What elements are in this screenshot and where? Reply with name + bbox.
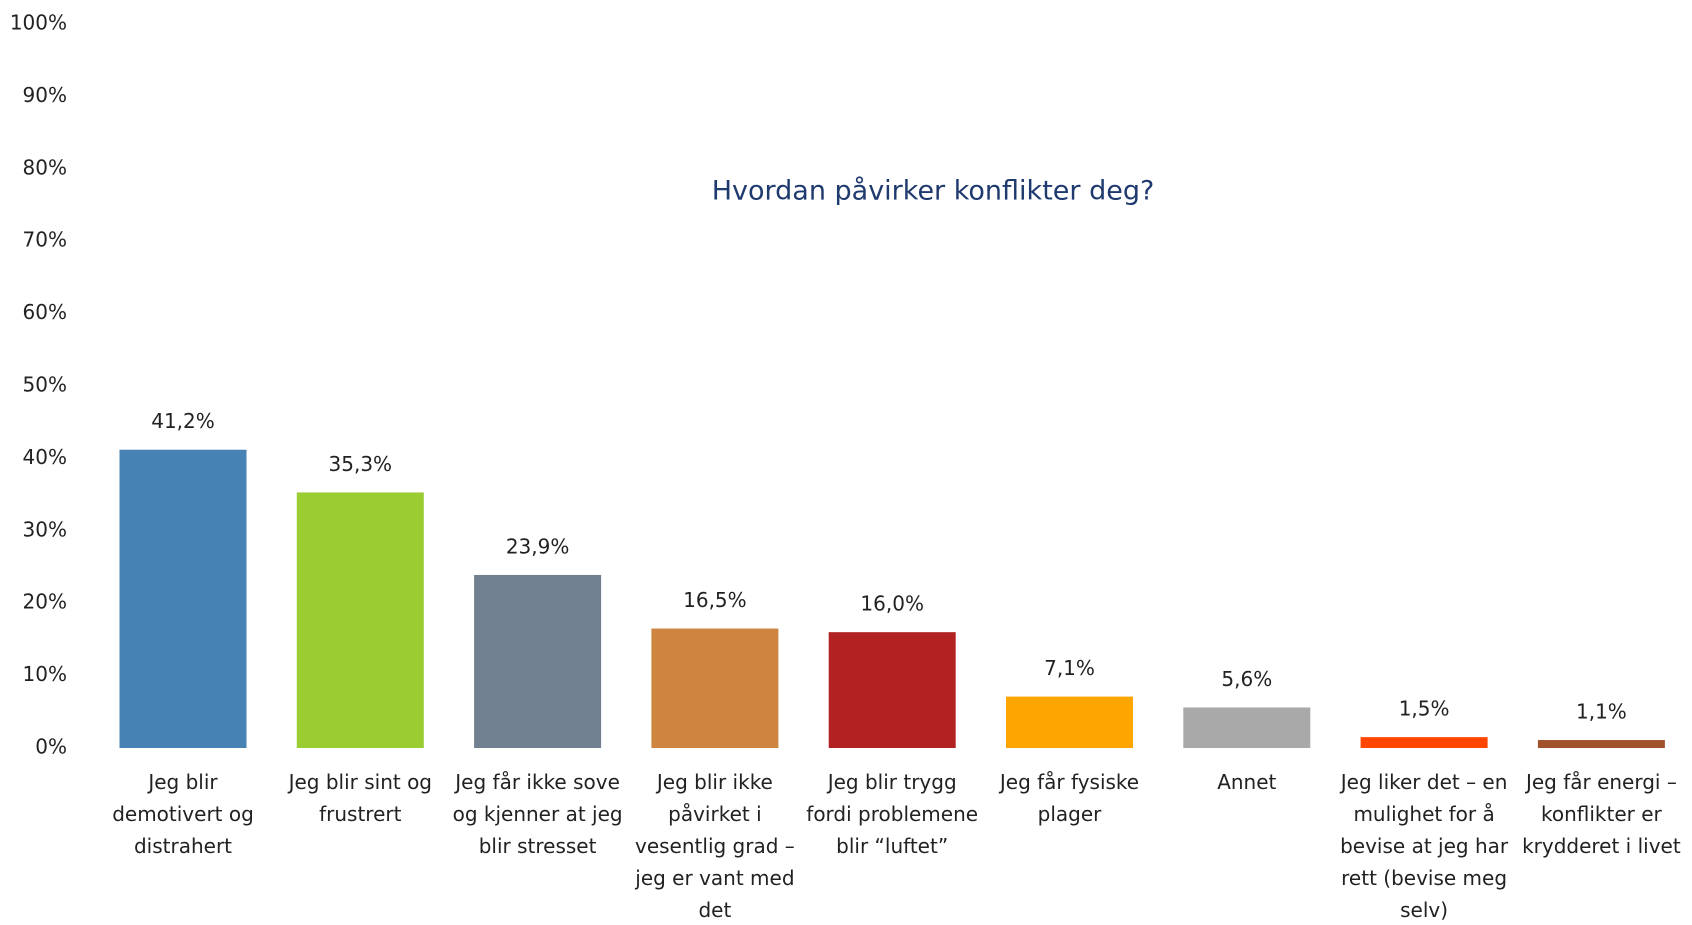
bar (1183, 707, 1311, 748)
bar (1537, 740, 1665, 748)
y-tick-label: 10% (23, 662, 67, 686)
y-tick-label: 30% (23, 517, 67, 541)
bar (651, 628, 779, 748)
y-tick-label: 0% (35, 735, 67, 759)
bar (474, 574, 602, 748)
x-tick-label: Jeg blir ikke påvirket i vesentlig grad … (635, 770, 795, 922)
x-tick-label: Jeg liker det – en mulighet for å bevise… (1340, 770, 1509, 922)
x-tick-label: Jeg får fysiske plager (999, 770, 1140, 826)
x-tick-label: Jeg blir demotivert og distrahert (112, 770, 254, 858)
value-label: 23,9% (506, 534, 570, 558)
y-tick-label: 60% (23, 300, 67, 324)
chart-title: Hvordan påvirker konflikter deg? (712, 176, 1155, 207)
y-tick-label: 40% (23, 445, 67, 469)
x-tick-label: Jeg blir trygg fordi problemene blir “lu… (806, 770, 979, 858)
value-label: 16,0% (860, 592, 924, 616)
value-label: 1,5% (1399, 697, 1450, 721)
y-tick-label: 90% (23, 83, 67, 107)
y-tick-label: 50% (23, 373, 67, 397)
value-label: 1,1% (1576, 700, 1627, 724)
value-label: 35,3% (329, 452, 393, 476)
y-tick-label: 80% (23, 155, 67, 179)
value-label: 5,6% (1221, 667, 1272, 691)
x-tick-label: Jeg får energi – konflikter er krydderet… (1522, 770, 1681, 858)
y-tick-label: 20% (23, 590, 67, 614)
bar (1006, 696, 1133, 748)
x-tick-label: Jeg blir sint og frustrert (288, 770, 433, 826)
value-label: 16,5% (683, 588, 747, 612)
bar (1360, 737, 1488, 748)
x-tick-label: Annet (1217, 770, 1277, 794)
y-tick-label: 70% (23, 228, 67, 252)
bar (828, 632, 956, 748)
x-tick-label: Jeg får ikke sove og kjenner at jeg blir… (452, 770, 623, 858)
value-label: 41,2% (151, 409, 215, 433)
value-label: 7,1% (1044, 656, 1095, 680)
bar (296, 492, 424, 748)
bar (119, 449, 247, 748)
y-tick-label: 100% (10, 11, 67, 35)
